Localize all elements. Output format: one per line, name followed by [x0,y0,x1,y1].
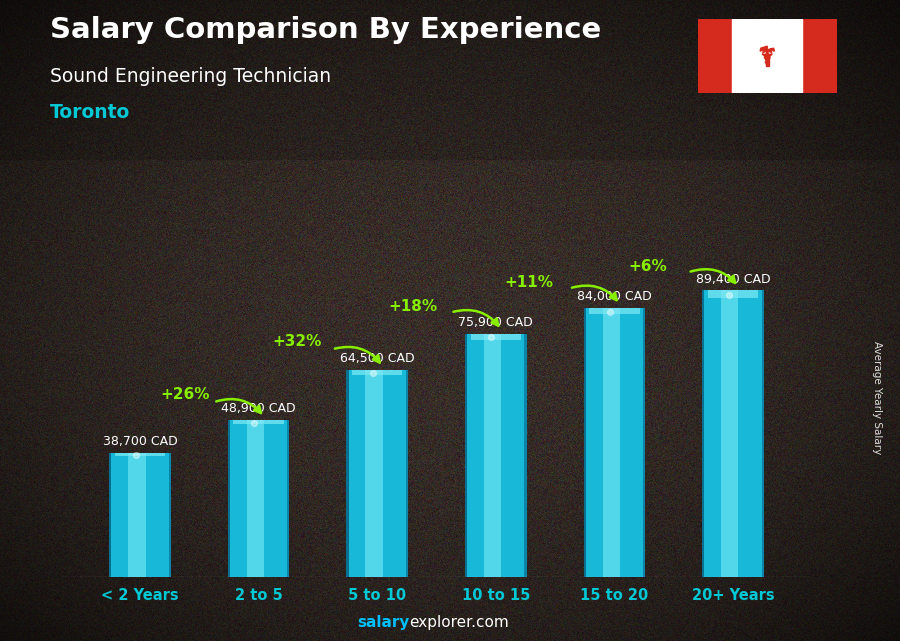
Text: Sound Engineering Technician: Sound Engineering Technician [50,67,330,87]
Text: explorer.com: explorer.com [410,615,509,630]
Text: +18%: +18% [388,299,437,313]
Bar [586,308,643,577]
Bar [702,290,706,577]
Bar [467,333,525,577]
Bar [352,370,402,376]
Text: +32%: +32% [272,334,321,349]
Bar [109,453,113,577]
Bar [285,420,290,577]
Bar [721,290,739,577]
Point [129,449,143,460]
Bar [115,453,166,456]
Point [603,306,617,317]
Bar [230,420,287,577]
Bar [583,308,588,577]
Text: 84,000 CAD: 84,000 CAD [577,290,652,303]
Text: 64,500 CAD: 64,500 CAD [340,353,415,365]
Polygon shape [760,46,774,67]
Point [365,368,380,378]
Text: salary: salary [357,615,410,630]
Bar [348,370,406,577]
Bar [766,57,769,67]
Point [722,290,736,300]
Text: Toronto: Toronto [50,103,130,122]
Bar [590,308,640,314]
Text: +11%: +11% [505,274,554,290]
Bar [603,308,620,577]
Bar [707,290,758,297]
Bar [404,370,408,577]
Bar [760,290,764,577]
Text: 38,700 CAD: 38,700 CAD [103,435,177,448]
Bar [465,333,469,577]
Bar [346,370,351,577]
Text: 48,900 CAD: 48,900 CAD [221,403,296,415]
Text: +26%: +26% [160,387,210,402]
Bar [112,453,168,577]
Text: +6%: +6% [628,258,667,274]
Text: 89,400 CAD: 89,400 CAD [696,272,770,286]
Bar [641,308,645,577]
Bar [228,420,232,577]
Bar [365,370,382,577]
Bar [733,19,802,93]
Text: Average Yearly Salary: Average Yearly Salary [872,341,883,454]
Bar [484,333,501,577]
Point [248,417,262,428]
Bar [698,19,733,93]
Text: 75,900 CAD: 75,900 CAD [458,316,533,329]
Bar [705,290,761,577]
Bar [247,420,265,577]
Text: Salary Comparison By Experience: Salary Comparison By Experience [50,16,601,44]
Bar [166,453,171,577]
Bar [522,333,526,577]
Bar [129,453,146,577]
Bar [471,333,521,340]
Point [484,332,499,342]
Bar [233,420,284,424]
Bar [802,19,837,93]
